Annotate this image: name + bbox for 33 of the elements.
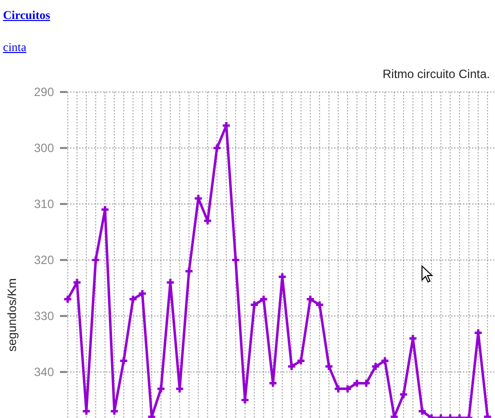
point (306, 296, 314, 303)
y-tick-label: 320 (34, 252, 54, 267)
point (250, 301, 258, 308)
point (92, 256, 100, 264)
point (418, 408, 426, 415)
y-tick-label: 340 (34, 364, 54, 379)
point (120, 357, 128, 364)
point (288, 362, 296, 370)
chart-title: Ritmo circuito Cinta. (382, 67, 490, 81)
point (400, 390, 408, 398)
y-tick-label: 300 (34, 140, 54, 155)
y-tick-label: 330 (34, 308, 54, 323)
point (372, 362, 380, 370)
point (185, 268, 193, 275)
point (232, 256, 240, 264)
point (381, 357, 388, 364)
point (101, 206, 109, 214)
point (297, 357, 304, 364)
point (260, 296, 268, 303)
point (325, 362, 332, 370)
point (64, 296, 72, 303)
point (73, 278, 81, 286)
point (316, 301, 324, 308)
point (157, 385, 165, 392)
text: Circuitos (3, 8, 50, 23)
point (129, 296, 137, 303)
y-tick-label: 290 (34, 84, 54, 99)
y-axis-title: segundos/Km (5, 278, 19, 352)
point (138, 290, 146, 298)
point (269, 380, 277, 387)
text: cinta (3, 40, 26, 55)
point (82, 408, 90, 415)
y-tick-label: 310 (34, 196, 54, 211)
